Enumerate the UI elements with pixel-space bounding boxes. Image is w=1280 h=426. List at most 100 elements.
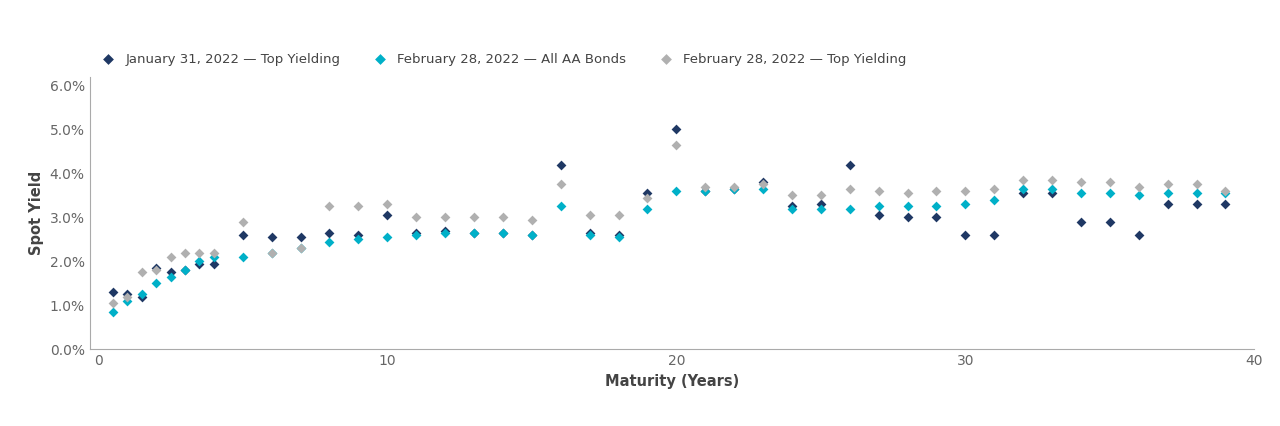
January 31, 2022 — Top Yielding [637,190,658,197]
February 28, 2022 — Top Yielding [1012,177,1033,184]
February 28, 2022 — Top Yielding [840,185,860,192]
February 28, 2022 — All AA Bonds [897,203,918,210]
February 28, 2022 — All AA Bonds [1157,190,1178,197]
January 31, 2022 — Top Yielding [724,185,745,192]
February 28, 2022 — Top Yielding [233,219,253,225]
January 31, 2022 — Top Yielding [233,232,253,239]
February 28, 2022 — Top Yielding [348,203,369,210]
February 28, 2022 — Top Yielding [435,214,456,221]
January 31, 2022 — Top Yielding [608,232,628,239]
February 28, 2022 — All AA Bonds [724,185,745,192]
January 31, 2022 — Top Yielding [955,232,975,239]
January 31, 2022 — Top Yielding [897,214,918,221]
February 28, 2022 — Top Yielding [1157,181,1178,188]
January 31, 2022 — Top Yielding [1215,201,1235,207]
January 31, 2022 — Top Yielding [1012,190,1033,197]
February 28, 2022 — All AA Bonds [637,205,658,212]
February 28, 2022 — All AA Bonds [580,232,600,239]
February 28, 2022 — Top Yielding [695,183,716,190]
February 28, 2022 — All AA Bonds [782,205,803,212]
January 31, 2022 — Top Yielding [1157,201,1178,207]
January 31, 2022 — Top Yielding [378,212,398,219]
January 31, 2022 — Top Yielding [666,126,686,133]
February 28, 2022 — All AA Bonds [666,187,686,194]
February 28, 2022 — All AA Bonds [1100,190,1120,197]
February 28, 2022 — Top Yielding [204,249,224,256]
January 31, 2022 — Top Yielding [463,229,484,236]
January 31, 2022 — Top Yielding [810,201,831,207]
February 28, 2022 — Top Yielding [753,181,773,188]
January 31, 2022 — Top Yielding [261,234,282,241]
February 28, 2022 — All AA Bonds [1187,190,1207,197]
February 28, 2022 — Top Yielding [146,267,166,273]
Y-axis label: Spot Yield: Spot Yield [29,171,44,255]
February 28, 2022 — All AA Bonds [291,245,311,252]
February 28, 2022 — Top Yielding [955,187,975,194]
February 28, 2022 — All AA Bonds [810,205,831,212]
February 28, 2022 — Top Yielding [261,249,282,256]
January 31, 2022 — Top Yielding [175,267,196,273]
February 28, 2022 — All AA Bonds [868,203,888,210]
January 31, 2022 — Top Yielding [435,227,456,234]
February 28, 2022 — Top Yielding [521,216,541,223]
January 31, 2022 — Top Yielding [521,232,541,239]
February 28, 2022 — Top Yielding [378,201,398,207]
February 28, 2022 — Top Yielding [1100,179,1120,186]
February 28, 2022 — Top Yielding [493,214,513,221]
February 28, 2022 — All AA Bonds [753,185,773,192]
X-axis label: Maturity (Years): Maturity (Years) [605,374,739,389]
February 28, 2022 — All AA Bonds [261,249,282,256]
February 28, 2022 — Top Yielding [406,214,426,221]
February 28, 2022 — All AA Bonds [840,205,860,212]
February 28, 2022 — All AA Bonds [160,273,180,280]
February 28, 2022 — All AA Bonds [348,236,369,243]
February 28, 2022 — Top Yielding [132,269,152,276]
February 28, 2022 — All AA Bonds [1012,185,1033,192]
January 31, 2022 — Top Yielding [840,161,860,168]
February 28, 2022 — Top Yielding [868,187,888,194]
February 28, 2022 — All AA Bonds [1071,190,1092,197]
January 31, 2022 — Top Yielding [1187,201,1207,207]
February 28, 2022 — Top Yielding [580,212,600,219]
February 28, 2022 — All AA Bonds [378,234,398,241]
January 31, 2022 — Top Yielding [1071,219,1092,225]
Legend: January 31, 2022 — Top Yielding, February 28, 2022 — All AA Bonds, February 28, : January 31, 2022 — Top Yielding, Februar… [90,48,911,71]
January 31, 2022 — Top Yielding [1042,190,1062,197]
February 28, 2022 — All AA Bonds [204,253,224,260]
February 28, 2022 — Top Yielding [116,293,137,300]
January 31, 2022 — Top Yielding [695,187,716,194]
January 31, 2022 — Top Yielding [160,269,180,276]
February 28, 2022 — All AA Bonds [146,280,166,287]
February 28, 2022 — Top Yielding [666,141,686,148]
February 28, 2022 — All AA Bonds [463,229,484,236]
February 28, 2022 — All AA Bonds [608,234,628,241]
January 31, 2022 — Top Yielding [753,179,773,186]
February 28, 2022 — All AA Bonds [175,267,196,273]
January 31, 2022 — Top Yielding [782,203,803,210]
February 28, 2022 — Top Yielding [1129,183,1149,190]
January 31, 2022 — Top Yielding [102,289,123,296]
February 28, 2022 — Top Yielding [897,190,918,197]
February 28, 2022 — Top Yielding [1215,187,1235,194]
February 28, 2022 — All AA Bonds [132,291,152,298]
January 31, 2022 — Top Yielding [493,229,513,236]
February 28, 2022 — Top Yielding [160,253,180,260]
February 28, 2022 — Top Yielding [637,194,658,201]
February 28, 2022 — All AA Bonds [406,232,426,239]
February 28, 2022 — Top Yielding [608,212,628,219]
February 28, 2022 — Top Yielding [1071,179,1092,186]
February 28, 2022 — Top Yielding [810,192,831,199]
January 31, 2022 — Top Yielding [348,232,369,239]
January 31, 2022 — Top Yielding [204,260,224,267]
February 28, 2022 — All AA Bonds [955,201,975,207]
February 28, 2022 — All AA Bonds [1129,192,1149,199]
January 31, 2022 — Top Yielding [1100,219,1120,225]
February 28, 2022 — Top Yielding [102,300,123,307]
February 28, 2022 — All AA Bonds [984,196,1005,203]
February 28, 2022 — All AA Bonds [233,253,253,260]
February 28, 2022 — All AA Bonds [695,187,716,194]
January 31, 2022 — Top Yielding [580,229,600,236]
February 28, 2022 — Top Yielding [189,249,210,256]
February 28, 2022 — Top Yielding [175,249,196,256]
January 31, 2022 — Top Yielding [550,161,571,168]
